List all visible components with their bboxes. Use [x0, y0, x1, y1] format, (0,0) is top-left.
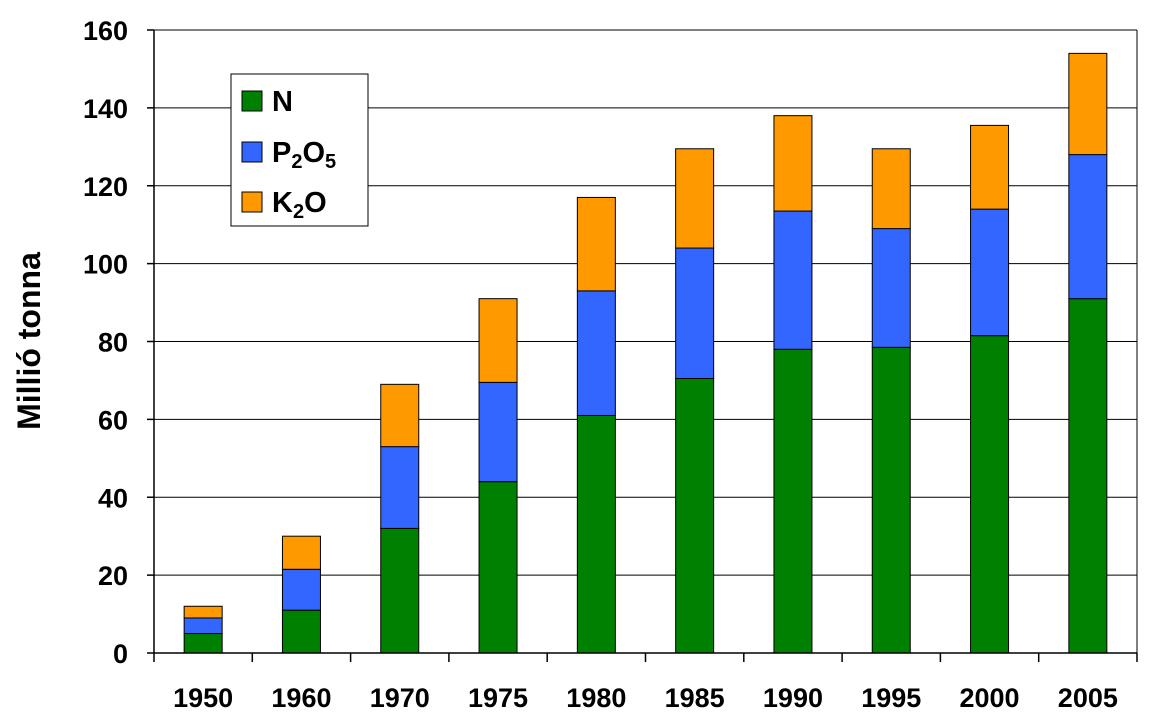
x-tick-label: 2000 — [960, 683, 1020, 713]
bar-segment-n-1990 — [773, 348, 813, 654]
bar-segment-p2o5-1980 — [576, 290, 616, 416]
x-tick-label: 1995 — [861, 683, 921, 713]
bar-segment-k2o-1975 — [478, 298, 518, 383]
bar-segment-p2o5-2005 — [1068, 154, 1108, 300]
bar-segment-n-1980 — [576, 414, 616, 654]
bar-segment-p2o5-1995 — [871, 228, 911, 348]
x-tick-label: 1985 — [665, 683, 725, 713]
bar-segment-k2o-1995 — [871, 148, 911, 230]
bar-segment-n-2005 — [1068, 298, 1108, 654]
legend-label-n: N — [272, 86, 293, 118]
bar-segment-p2o5-1985 — [675, 247, 715, 379]
legend-swatch-p2o5 — [241, 141, 263, 163]
legend-label-k2o: K2O — [272, 187, 327, 223]
x-tick-label: 1960 — [271, 683, 331, 713]
y-tick-label: 140 — [83, 94, 128, 124]
bar-segment-k2o-1950 — [183, 605, 223, 619]
bar-segment-n-1970 — [380, 527, 420, 654]
y-tick-label: 60 — [98, 405, 128, 435]
bar-segment-n-1995 — [871, 346, 911, 654]
bar-segment-k2o-2000 — [970, 124, 1010, 210]
bar-segment-n-1950 — [183, 633, 223, 654]
bar-segment-k2o-1980 — [576, 196, 616, 292]
bar-segment-p2o5-2000 — [970, 208, 1010, 337]
y-tick-label: 100 — [83, 250, 128, 280]
bar-segment-p2o5-1975 — [478, 381, 518, 483]
plot-area — [154, 29, 1138, 654]
y-tick-label: 80 — [98, 328, 128, 358]
x-tick-label: 1990 — [763, 683, 823, 713]
bar-segment-p2o5-1990 — [773, 210, 813, 350]
x-tick-label: 1975 — [468, 683, 528, 713]
bar-segment-p2o5-1970 — [380, 446, 420, 529]
x-tick-label: 1950 — [173, 683, 233, 713]
bar-segment-k2o-1970 — [380, 383, 420, 448]
x-tick-label: 1980 — [566, 683, 626, 713]
bar-segment-k2o-1960 — [281, 535, 321, 570]
x-axis: 1950 1960 1970 1975 1980 1985 1990 1995 2000 2005 — [153, 652, 1138, 713]
y-tick-label: 120 — [83, 172, 128, 202]
bar-segment-p2o5-1950 — [183, 617, 223, 635]
legend-swatch-k2o — [241, 191, 263, 213]
bar-segment-n-2000 — [970, 335, 1010, 654]
legend-label-p2o5: P2O5 — [272, 137, 336, 173]
bar-segment-k2o-1990 — [773, 115, 813, 212]
bar-segment-p2o5-1960 — [281, 568, 321, 611]
legend: N P2O5 K2O — [230, 73, 369, 227]
bar-segment-k2o-2005 — [1068, 52, 1108, 156]
y-axis-title: Millió tonna — [11, 252, 47, 430]
x-tick-label: 1970 — [370, 683, 430, 713]
legend-swatch-n — [241, 90, 263, 112]
y-axis: 0 20 40 60 80 100 120 140 160 — [83, 16, 155, 669]
bar-segment-k2o-1985 — [675, 148, 715, 249]
x-tick-label: 2005 — [1058, 683, 1118, 713]
bar-segment-n-1985 — [675, 377, 715, 654]
y-tick-label: 20 — [98, 561, 128, 591]
bar-segment-n-1975 — [478, 481, 518, 654]
bar-segment-n-1960 — [281, 609, 321, 654]
y-tick-label: 160 — [83, 16, 128, 46]
y-tick-label: 0 — [113, 639, 128, 669]
y-tick-label: 40 — [98, 483, 128, 513]
